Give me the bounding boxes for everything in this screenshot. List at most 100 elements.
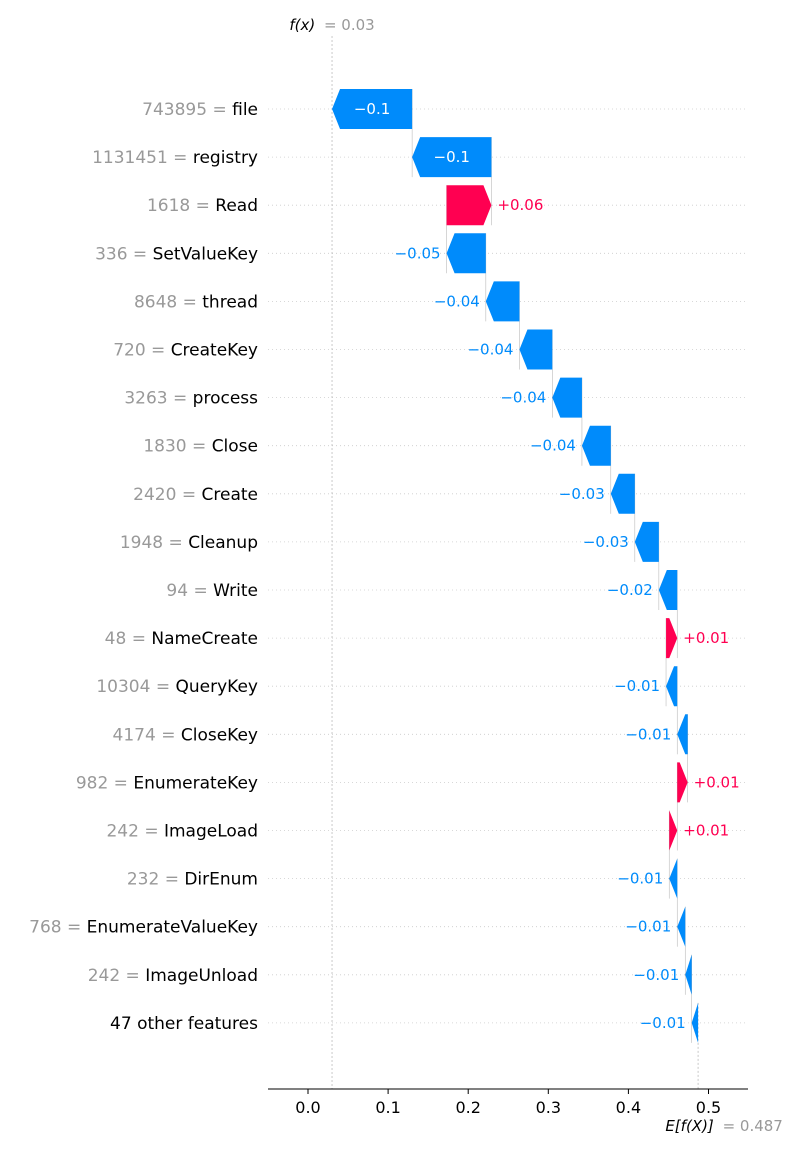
fx-label: f(x) xyxy=(289,16,315,34)
feature-label: 768 = EnumerateValueKey xyxy=(29,918,258,938)
feature-label: 48 = NameCreate xyxy=(105,629,258,649)
bar-negative xyxy=(581,425,611,466)
feature-name: process xyxy=(193,389,258,409)
feature-name: DirEnum xyxy=(184,870,258,890)
feature-value: 1948 = xyxy=(120,533,188,553)
x-tick-label: 0.2 xyxy=(455,1098,480,1117)
feature-label: 232 = DirEnum xyxy=(127,870,258,890)
feature-name: ImageUnload xyxy=(145,966,258,986)
bar-negative xyxy=(485,281,520,322)
feature-label: 1131451 = registry xyxy=(92,148,258,168)
feature-name: EnumerateValueKey xyxy=(87,918,258,938)
feature-value: 3263 = xyxy=(124,389,192,409)
bar-negative xyxy=(658,570,678,610)
bar-value-label: −0.04 xyxy=(434,292,480,310)
feature-value: 2420 = xyxy=(133,485,201,505)
feature-label: 743895 = file xyxy=(142,100,258,120)
bar-negative xyxy=(332,89,413,129)
feature-name: Create xyxy=(202,485,259,505)
feature-label: 2420 = Create xyxy=(133,485,258,505)
feature-name: NameCreate xyxy=(151,629,258,649)
bar-value-label: −0.1 xyxy=(434,148,470,166)
bar-value-label: +0.01 xyxy=(683,629,729,647)
feature-label: 47 other features xyxy=(110,1014,258,1034)
bar-value-label: −0.04 xyxy=(530,437,576,455)
feature-label: 720 = CreateKey xyxy=(113,341,258,361)
bar-value-label: −0.01 xyxy=(625,918,671,936)
feature-value: 1131451 = xyxy=(92,148,193,168)
feature-label: 242 = ImageLoad xyxy=(106,822,258,842)
x-tick-label: 0.3 xyxy=(536,1098,561,1117)
fx-value: = 0.03 xyxy=(324,16,375,34)
x-tick-label: 0.4 xyxy=(616,1098,641,1117)
bar-negative xyxy=(634,521,659,562)
feature-label: 94 = Write xyxy=(166,581,258,601)
feature-name: thread xyxy=(202,292,258,312)
feature-value: 8648 = xyxy=(134,292,202,312)
bar-value-label: −0.02 xyxy=(607,581,653,599)
feature-value: 10304 = xyxy=(96,677,175,697)
feature-value: 720 = xyxy=(113,341,171,361)
x-axis: 0.0 0.1 0.2 0.3 0.4 0.5 xyxy=(268,1088,748,1117)
bar-negative xyxy=(677,714,688,755)
feature-label: 3263 = process xyxy=(124,389,258,409)
feature-value: 743895 = xyxy=(142,100,232,120)
feature-name: Cleanup xyxy=(188,533,258,553)
feature-name: file xyxy=(232,100,258,120)
feature-value: 232 = xyxy=(127,870,185,890)
feature-label: 10304 = QueryKey xyxy=(96,677,258,697)
bar-value-label: −0.1 xyxy=(354,100,390,118)
feature-name: CloseKey xyxy=(181,725,258,745)
feature-value: 242 = xyxy=(106,822,164,842)
bar-negative xyxy=(519,329,553,370)
feature-value: 242 = xyxy=(88,966,146,986)
bar-value-label: +0.01 xyxy=(694,773,740,791)
bar-value-label: −0.01 xyxy=(633,966,679,984)
bar-negative xyxy=(677,906,686,947)
bar-negative xyxy=(669,858,678,899)
bar-value-label: −0.03 xyxy=(559,485,605,503)
feature-value: 336 = xyxy=(95,244,153,264)
feature-value: 1830 = xyxy=(143,437,211,457)
bar-negative xyxy=(666,666,678,707)
bar-value-label: −0.01 xyxy=(640,1014,686,1032)
bar-connectors xyxy=(411,89,692,1043)
x-tick-label: 0.0 xyxy=(295,1098,320,1117)
bar-positive xyxy=(677,762,688,803)
bar-positive xyxy=(666,618,678,659)
bar-value-label: −0.05 xyxy=(395,244,441,262)
feature-value: 768 = xyxy=(29,918,87,938)
feature-name: SetValueKey xyxy=(153,244,258,264)
bar-value-label: −0.01 xyxy=(614,677,660,695)
feature-label: 4174 = CloseKey xyxy=(113,725,258,745)
feature-name: CreateKey xyxy=(171,341,258,361)
feature-name: Read xyxy=(215,196,258,216)
bar-negative xyxy=(691,1002,699,1043)
feature-label: 1948 = Cleanup xyxy=(120,533,258,553)
bar-value-label: −0.01 xyxy=(625,725,671,743)
feature-label: 1830 = Close xyxy=(143,437,258,457)
bar-value-label: −0.03 xyxy=(583,533,629,551)
feature-name: Write xyxy=(213,581,258,601)
feature-name: Close xyxy=(212,437,258,457)
bar-positive xyxy=(669,810,678,851)
base-value-annotation: E[f(X)] = 0.487 xyxy=(665,1117,783,1135)
feature-name: EnumerateKey xyxy=(133,773,258,793)
fx-annotation: f(x) = 0.03 xyxy=(289,16,374,34)
bar-positive xyxy=(446,185,492,226)
feature-name: registry xyxy=(193,148,258,168)
feature-value: 982 = xyxy=(76,773,134,793)
bar-negative xyxy=(610,473,635,514)
x-tick-label: 0.1 xyxy=(375,1098,400,1117)
bar-negative xyxy=(685,954,692,995)
feature-label: 1618 = Read xyxy=(147,196,258,216)
bar-negative xyxy=(412,137,492,178)
feature-label: 982 = EnumerateKey xyxy=(76,773,258,793)
feature-value: 48 = xyxy=(105,629,152,649)
feature-name: QueryKey xyxy=(176,677,259,697)
x-tick-label: 0.5 xyxy=(696,1098,721,1117)
bar-value-label: −0.04 xyxy=(467,341,513,359)
feature-labels: 743895 = file 1131451 = registry 1618 = Re… xyxy=(29,100,258,1034)
bar-value-label: −0.04 xyxy=(500,389,546,407)
